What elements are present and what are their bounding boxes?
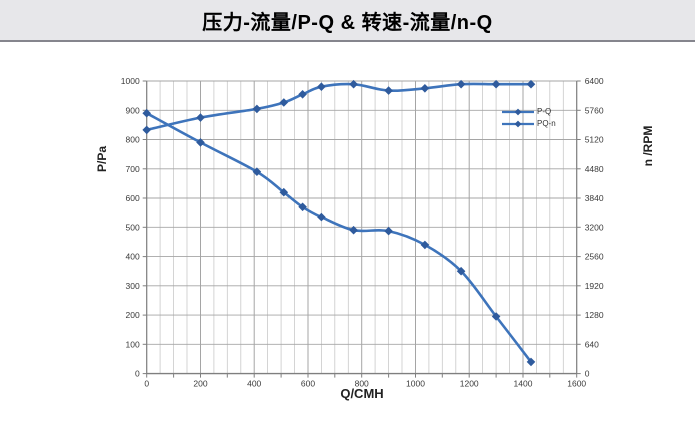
tick-label: 0 — [144, 379, 149, 389]
tick-label: 600 — [301, 379, 315, 389]
series-pq-n — [142, 79, 536, 135]
series-p-q — [142, 108, 536, 367]
data-point-marker — [420, 240, 430, 250]
data-point-marker — [142, 108, 152, 118]
tick-label: 4480 — [585, 164, 604, 174]
data-point-marker — [456, 266, 466, 276]
data-point-marker — [279, 187, 289, 197]
data-point-marker — [349, 79, 358, 89]
data-point-marker — [349, 225, 358, 235]
data-point-marker — [279, 98, 289, 107]
tick-label: 1000 — [406, 379, 425, 389]
tick-label: 900 — [126, 105, 140, 115]
data-point-marker — [298, 202, 307, 212]
data-point-marker — [317, 82, 326, 92]
data-point-marker — [526, 79, 536, 89]
series-line — [145, 111, 533, 364]
legend-swatch-icon — [502, 108, 534, 115]
tick-label: 700 — [126, 164, 140, 174]
data-point-marker — [420, 83, 430, 93]
tick-label: 5120 — [585, 135, 604, 145]
legend-label: PQ-n — [537, 119, 556, 128]
tick-label: 0 — [135, 369, 140, 379]
tick-label: 3200 — [585, 222, 604, 232]
legend-item-pq-n: PQ-n — [501, 118, 556, 129]
legend-label: P-Q — [537, 107, 552, 116]
data-point-marker — [298, 89, 307, 99]
tick-label: 1920 — [585, 281, 604, 291]
tick-label: 300 — [126, 281, 140, 291]
data-point-marker — [384, 86, 393, 95]
data-point-marker — [252, 104, 262, 114]
tick-label: 800 — [126, 135, 140, 145]
y-axis-title-right: n /RPM — [641, 125, 655, 167]
data-point-marker — [491, 79, 501, 89]
tick-label: 1400 — [514, 379, 533, 389]
tick-label: 640 — [585, 339, 599, 349]
x-axis-title: Q/CMH — [340, 386, 384, 401]
tick-label: 6400 — [585, 76, 604, 86]
tick-label: 400 — [126, 252, 140, 262]
legend-item-p-q: P-Q — [501, 106, 556, 117]
tick-label: 3840 — [585, 193, 604, 203]
tick-label: 1000 — [121, 76, 140, 86]
tick-label: 0 — [585, 369, 590, 379]
tick-label: 200 — [126, 310, 140, 320]
data-point-marker — [252, 167, 262, 177]
tick-label: 500 — [126, 222, 140, 232]
tick-label: 1600 — [567, 379, 586, 389]
data-point-marker — [384, 226, 393, 236]
data-point-marker — [456, 79, 466, 89]
legend: P-Q PQ-n — [501, 106, 556, 129]
tick-label: 100 — [126, 339, 140, 349]
axes — [142, 80, 581, 378]
data-point-marker — [196, 138, 205, 147]
series-line — [145, 82, 533, 132]
y-axis-title-left: P/Pa — [95, 146, 109, 173]
legend-swatch-icon — [502, 120, 534, 127]
tick-label: 800 — [355, 379, 369, 389]
data-point-marker — [491, 312, 501, 321]
data-point-marker — [142, 125, 152, 135]
tick-label: 1280 — [585, 310, 604, 320]
tick-label: 400 — [247, 379, 261, 389]
data-point-marker — [317, 212, 326, 222]
tick-label: 1200 — [460, 379, 479, 389]
data-point-marker — [196, 113, 205, 122]
title-bar: 压力-流量/P-Q & 转速-流量/n-Q — [0, 0, 695, 42]
tick-label: 600 — [126, 193, 140, 203]
chart-title: 压力-流量/P-Q & 转速-流量/n-Q — [202, 11, 493, 34]
tick-label: 5760 — [585, 105, 604, 115]
tick-labels: 0 200 400 600 800 1000 1200 1400 160001002003004… — [121, 76, 604, 389]
tick-label: 2560 — [585, 252, 604, 262]
tick-label: 200 — [193, 379, 207, 389]
data-point-marker — [526, 357, 536, 367]
